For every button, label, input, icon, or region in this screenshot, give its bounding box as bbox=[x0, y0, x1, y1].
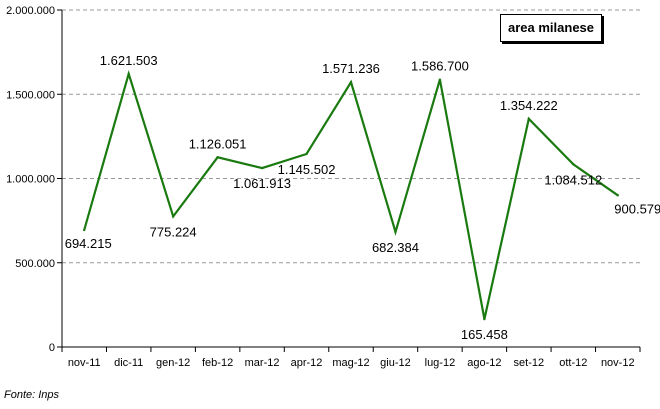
data-point bbox=[171, 215, 175, 218]
data-label: 1.145.502 bbox=[278, 162, 336, 177]
data-label: 1.084.512 bbox=[544, 172, 602, 187]
y-tick-label: 0 bbox=[49, 342, 55, 354]
x-tick-label: mar-12 bbox=[245, 357, 280, 369]
y-tick-label: 1.000.000 bbox=[6, 174, 55, 186]
data-label: 694.215 bbox=[65, 236, 112, 251]
x-tick-label: lug-12 bbox=[425, 357, 456, 369]
data-label: 1.354.222 bbox=[500, 98, 558, 113]
x-tick-label: gen-12 bbox=[156, 357, 190, 369]
x-tick-label: nov-11 bbox=[68, 357, 101, 369]
data-label: 1.621.503 bbox=[100, 53, 158, 68]
data-point bbox=[438, 78, 442, 81]
data-point bbox=[83, 228, 86, 232]
legend-label: area milanese bbox=[500, 14, 603, 42]
data-point bbox=[127, 72, 130, 75]
data-point bbox=[394, 230, 397, 234]
data-point bbox=[527, 117, 531, 121]
y-tick-label: 2.000.000 bbox=[6, 5, 55, 17]
x-tick-label: mag-12 bbox=[332, 357, 369, 369]
data-point bbox=[260, 166, 264, 170]
data-label: 1.586.700 bbox=[411, 59, 469, 74]
data-label: 1.061.913 bbox=[233, 176, 291, 191]
data-label: 1.126.051 bbox=[189, 136, 247, 151]
data-point bbox=[305, 152, 308, 156]
source-note: Fonte: Inps bbox=[4, 389, 60, 401]
data-label: 682.384 bbox=[372, 240, 419, 255]
series-area-milanese bbox=[83, 69, 619, 321]
x-tick-label: dic-11 bbox=[114, 357, 143, 369]
x-tick-label: ago-12 bbox=[467, 357, 501, 369]
data-point bbox=[572, 163, 575, 166]
x-tick-label: set-12 bbox=[514, 357, 545, 369]
x-axis-ticks: nov-11 dic-11 gen-12 feb-12 mar-12 apr-12 mag-… bbox=[61, 347, 641, 369]
x-tick-label: ott-12 bbox=[559, 357, 587, 369]
data-labels: 694.215 1.621.503 775.224 1.126.051 1.061.91… bbox=[65, 53, 660, 342]
x-tick-label: giu-12 bbox=[380, 357, 411, 369]
data-label: 900.579 bbox=[614, 201, 660, 216]
data-label: 775.224 bbox=[150, 224, 197, 239]
x-tick-label: feb-12 bbox=[202, 357, 233, 369]
data-point bbox=[216, 156, 219, 159]
data-label: 1.571.236 bbox=[322, 61, 380, 76]
y-tick-label: 500.000 bbox=[15, 258, 55, 270]
data-point bbox=[616, 194, 619, 197]
gridlines bbox=[62, 9, 640, 264]
data-label: 165.458 bbox=[461, 327, 508, 342]
y-axis-ticks: 0 500.000 1.000.000 1.500.000 2.000.000 bbox=[6, 5, 62, 354]
x-tick-label: apr-12 bbox=[291, 357, 323, 369]
y-tick-label: 1.500.000 bbox=[6, 89, 55, 101]
data-point bbox=[483, 317, 486, 321]
data-point bbox=[349, 81, 353, 84]
x-tick-label: nov-12 bbox=[601, 357, 635, 369]
